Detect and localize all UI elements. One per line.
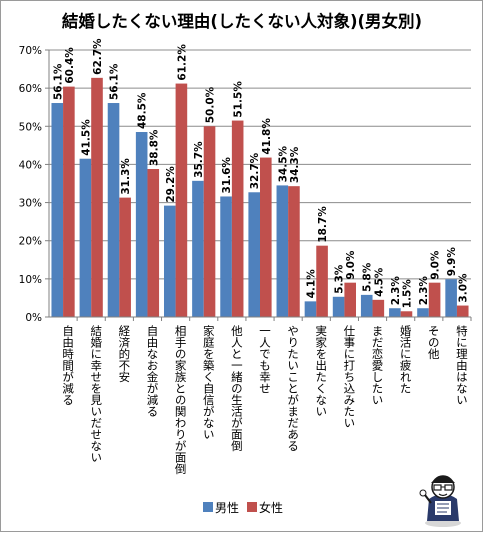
category-label: 結婚に幸せを見いだせない	[89, 324, 103, 463]
data-label: 51.5%	[233, 81, 245, 118]
bar-female	[203, 126, 216, 318]
bar-male	[417, 308, 429, 317]
category-label: やりたいことがまだある	[286, 325, 300, 452]
y-tick-label: 60%	[19, 83, 42, 95]
bar-male	[445, 279, 457, 317]
bar-male	[107, 103, 120, 317]
data-label: 48.5%	[137, 92, 149, 129]
data-label: 4.5%	[373, 267, 385, 297]
data-label: 29.2%	[165, 166, 177, 203]
y-tick-label: 70%	[19, 45, 42, 57]
data-labels: 56.1% 60.4%41.5%62.7%56.1%31.3%48.5%38.8%…	[52, 38, 469, 308]
data-label: 34.5%	[277, 146, 289, 183]
category-label: 経済的不安	[117, 325, 131, 383]
category-label: その他	[427, 325, 441, 360]
legend-label-male: 男性	[215, 501, 239, 515]
data-label: 9.0%	[345, 250, 357, 280]
data-label: 60.4%	[64, 47, 76, 84]
bar-male	[389, 308, 401, 317]
data-label: 18.7%	[317, 206, 329, 243]
y-tick-label: 0%	[25, 312, 42, 324]
category-label: 実家を出たくない	[314, 324, 328, 417]
bar-male	[332, 296, 345, 317]
category-label: 一人でも幸せ	[258, 325, 272, 394]
bar-male	[220, 196, 232, 317]
bar-female	[91, 77, 103, 317]
category-label: 自由時間が減る	[61, 325, 75, 406]
bar-female	[428, 282, 441, 317]
data-label: 5.8%	[362, 262, 374, 292]
data-label: 4.1%	[305, 269, 317, 299]
bars	[51, 77, 469, 318]
bar-female	[147, 169, 160, 317]
data-label: 2.3%	[418, 276, 430, 306]
data-label: 31.6%	[221, 157, 233, 194]
category-label: 自由なお金が減る	[145, 325, 159, 417]
bar-male	[192, 180, 204, 317]
bar-female	[344, 282, 356, 317]
category-labels: 自由時間が減る 結婚に幸せを見いだせない 経済的不安 自由なお金が減る 相手の家族との関…	[61, 324, 469, 475]
legend: 男性 女性	[203, 500, 283, 515]
bar-female	[260, 157, 272, 317]
category-label: 家庭を築く自信がない	[202, 324, 216, 440]
data-label: 9.0%	[430, 250, 442, 280]
category-label: 他人と一緒の生活が面倒	[230, 325, 244, 452]
legend-swatch-female	[247, 502, 257, 512]
bar-female	[63, 86, 75, 317]
bar-male	[248, 192, 260, 317]
category-label: 特に理由はない	[455, 324, 469, 405]
bar-female	[456, 305, 469, 317]
data-label: 34.3%	[289, 146, 301, 183]
chart-title: 結婚したくない理由(したくない人対象)(男女別)	[62, 11, 422, 31]
y-tick-label: 50%	[19, 121, 42, 133]
legend-label-female: 女性	[259, 500, 283, 515]
category-label: 婚活に疲れた	[399, 324, 413, 394]
bar-male	[276, 185, 289, 317]
data-label: 32.7%	[249, 152, 261, 189]
data-label: 5.3%	[334, 264, 346, 294]
data-label: 56.1%	[52, 63, 64, 100]
cartoon-mascot-icon	[419, 475, 461, 527]
data-label: 9.9%	[446, 247, 458, 277]
data-label: 1.5%	[401, 279, 413, 309]
bar-male	[164, 205, 176, 317]
bar-male	[79, 158, 92, 317]
category-label: まだ恋愛したい	[371, 325, 385, 406]
bar-female	[372, 299, 385, 317]
data-label: 31.3%	[120, 158, 132, 195]
category-label: 仕事に打ち込みたい	[342, 325, 356, 429]
bar-male	[304, 301, 317, 317]
bar-female	[288, 186, 300, 317]
bar-female	[231, 120, 244, 317]
data-label: 56.1%	[109, 63, 121, 100]
bar-female	[175, 83, 188, 318]
y-tick-label: 30%	[19, 198, 42, 210]
y-tick-label: 10%	[19, 274, 42, 286]
legend-swatch-male	[203, 502, 213, 512]
data-label: 61.2%	[176, 44, 188, 81]
data-label: 62.7%	[92, 38, 104, 75]
data-label: 41.5%	[80, 119, 92, 156]
bar-male	[360, 294, 373, 317]
data-label: 2.3%	[390, 276, 402, 306]
bar-male	[51, 103, 64, 317]
data-label: 38.8%	[148, 129, 160, 166]
axes: 0% 10% 20% 30% 40% 50% 60% 70%	[19, 45, 472, 324]
bar-female	[119, 197, 131, 317]
data-label: 50.0%	[205, 86, 217, 123]
category-label: 相手の家族との関わりが面倒	[174, 325, 188, 475]
y-tick-label: 40%	[19, 159, 42, 171]
bar-male	[135, 132, 148, 317]
data-label: 3.0%	[458, 273, 470, 303]
bar-female	[316, 245, 328, 317]
data-label: 35.7%	[193, 141, 205, 178]
y-tick-label: 20%	[19, 236, 42, 248]
data-label: 41.8%	[261, 118, 273, 155]
bar-female	[400, 311, 413, 317]
